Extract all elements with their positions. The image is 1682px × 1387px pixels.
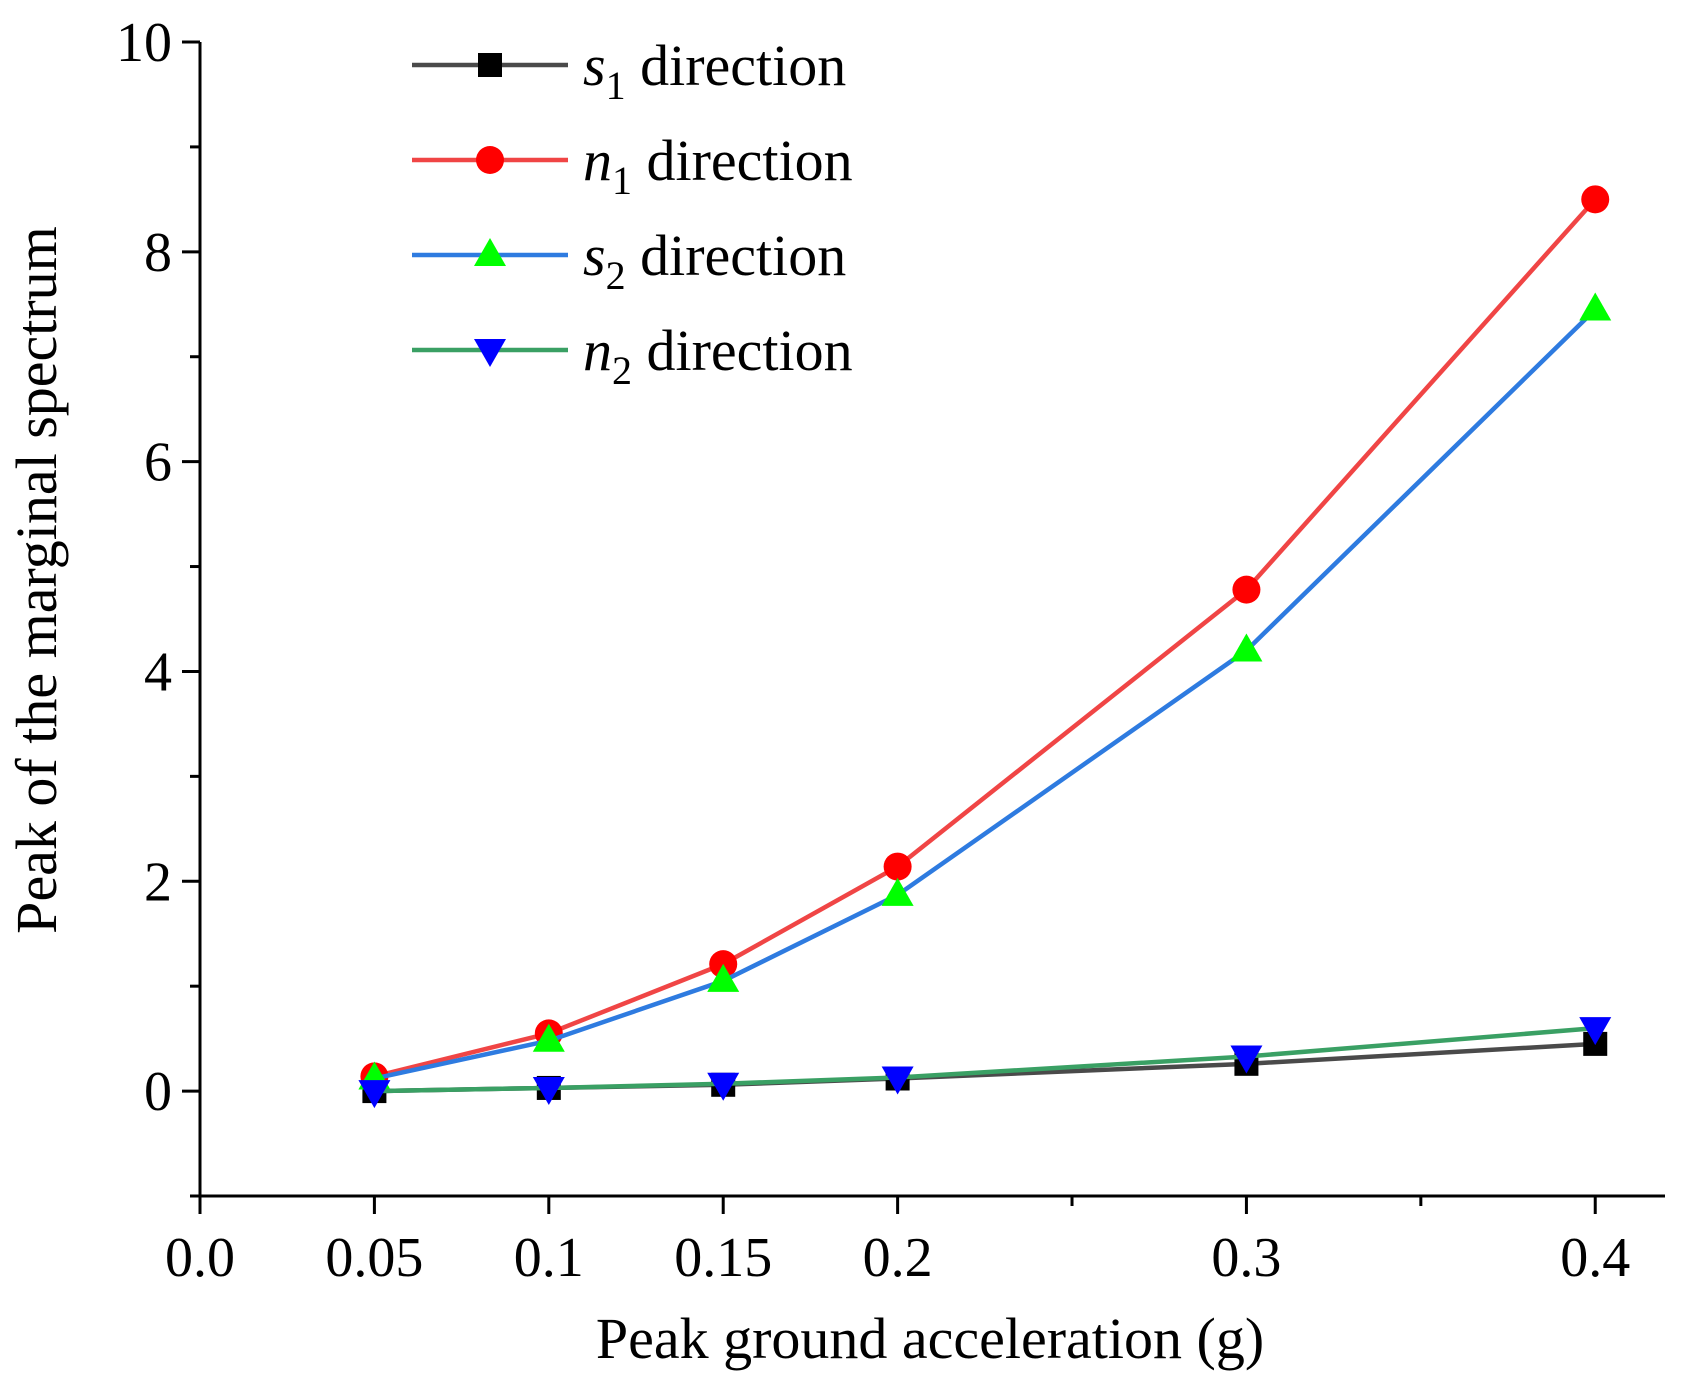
data-point xyxy=(1579,292,1612,321)
x-tick-label: 0.2 xyxy=(863,1227,933,1289)
legend-label: n2 direction xyxy=(583,318,853,393)
y-tick-label: 6 xyxy=(144,432,172,494)
data-point xyxy=(532,1023,565,1052)
y-tick-label: 0 xyxy=(144,1061,172,1123)
data-point xyxy=(358,1080,391,1109)
series-line xyxy=(374,1025,1596,1094)
series-layer xyxy=(358,185,1612,1109)
x-tick-label: 0.15 xyxy=(674,1227,772,1289)
data-point xyxy=(532,1076,565,1105)
data-point xyxy=(1232,575,1261,604)
y-axis-title: Peak of the marginal spectrum xyxy=(4,226,69,934)
legend-entry: n1 direction xyxy=(412,128,853,203)
data-point xyxy=(1230,1045,1263,1074)
legend-entry: s2 direction xyxy=(412,223,846,298)
legend-label: n1 direction xyxy=(583,128,853,203)
legend: s1 direction n1 direction s2 direction n2 d… xyxy=(412,33,853,393)
series-s2 xyxy=(358,292,1612,1090)
legend-marker xyxy=(474,238,506,266)
series-line xyxy=(373,197,1597,1079)
data-point xyxy=(883,852,912,881)
legend-marker xyxy=(478,53,502,77)
y-tick-label: 10 xyxy=(116,12,172,74)
legend-label: s2 direction xyxy=(583,223,846,298)
series-line xyxy=(373,307,1597,1081)
legend-marker xyxy=(476,146,504,174)
data-point xyxy=(707,963,740,992)
data-point xyxy=(881,1066,914,1095)
legend-entry: s1 direction xyxy=(412,33,846,108)
y-tick-label: 2 xyxy=(144,851,172,913)
legend-marker xyxy=(474,339,506,367)
x-tick-label: 0.3 xyxy=(1211,1227,1281,1289)
legend-entry: n2 direction xyxy=(412,318,853,393)
data-point xyxy=(707,1072,740,1101)
data-point xyxy=(881,877,914,906)
x-axis-title: Peak ground acceleration (g) xyxy=(596,1306,1264,1371)
x-tick-label: 0.05 xyxy=(325,1227,423,1289)
data-point xyxy=(1579,1017,1612,1046)
axes-layer: 0 2 4 6 8 10 0.0 0.05 0.1 0.15 0.2 0.3 0.4 xyxy=(116,12,1665,1289)
x-tick-label: 0.4 xyxy=(1560,1227,1630,1289)
series-n1 xyxy=(360,185,1610,1091)
data-point xyxy=(1230,633,1263,662)
y-tick-label: 4 xyxy=(144,641,172,703)
series-n2 xyxy=(358,1017,1612,1109)
y-tick-label: 8 xyxy=(144,222,172,284)
x-tick-label: 0.0 xyxy=(165,1227,235,1289)
data-point xyxy=(1581,185,1610,214)
legend-label: s1 direction xyxy=(583,33,846,108)
x-tick-label: 0.1 xyxy=(514,1227,584,1289)
